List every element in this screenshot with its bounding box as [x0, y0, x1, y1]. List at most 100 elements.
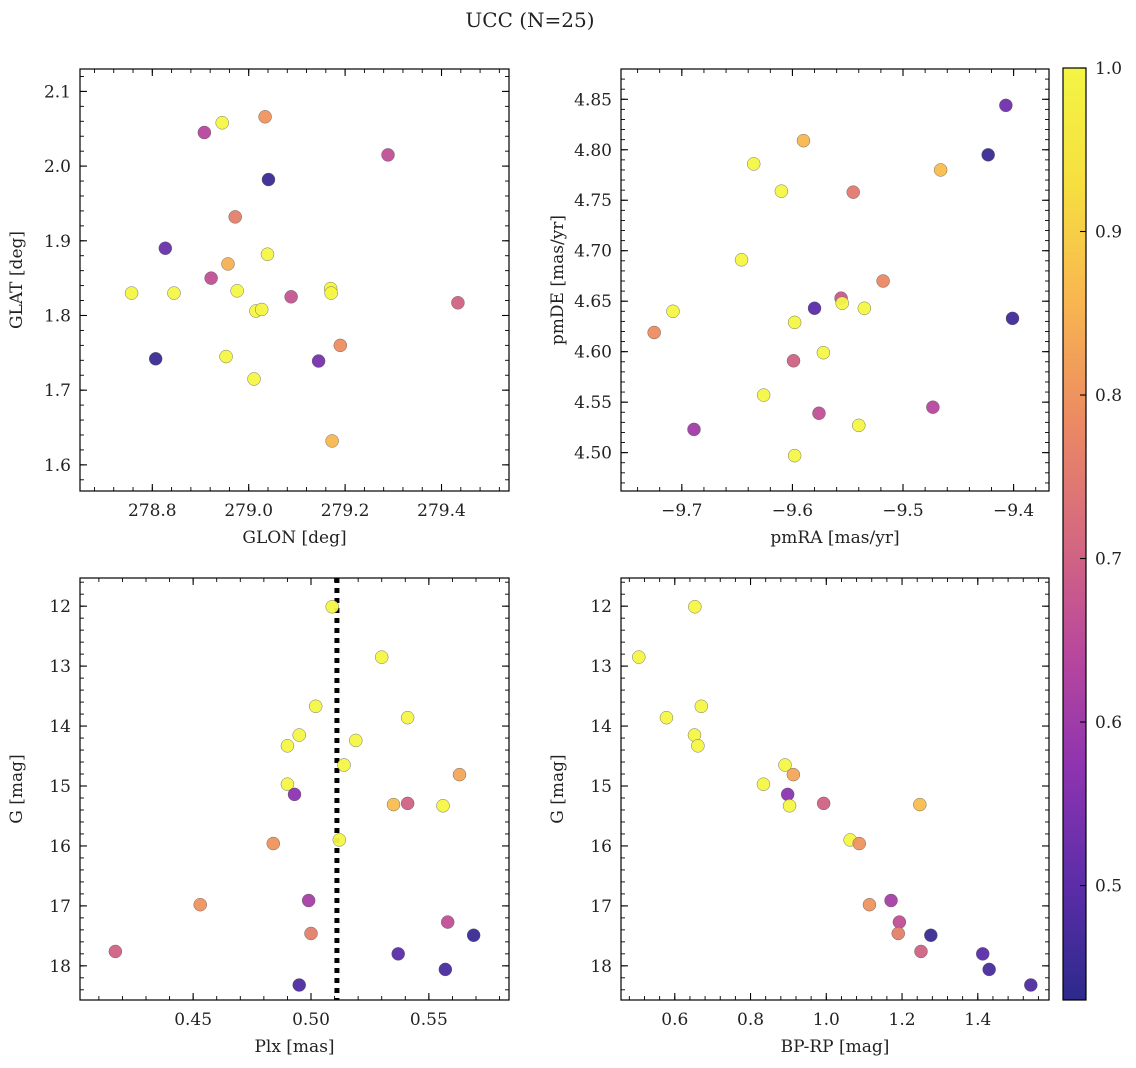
- data-point: [787, 315, 802, 330]
- x-axis-label: pmRA [mas/yr]: [770, 528, 899, 548]
- data-point: [807, 301, 822, 315]
- data-point: [400, 710, 415, 725]
- data-point: [914, 944, 928, 959]
- panel-glon-glat: 278.8 279.0 279.2 279.4 1.6 1.7 1.8 1.9 2.0 2.1 GL…: [7, 68, 510, 548]
- y-tick-label: 12: [49, 597, 71, 617]
- x-tick-label: 0.50: [292, 1010, 330, 1030]
- data-point: [782, 799, 797, 813]
- data-point: [891, 926, 905, 941]
- y-tick-label: 1.8: [44, 306, 71, 326]
- data-point: [400, 796, 415, 811]
- data-point: [325, 434, 339, 448]
- data-point: [892, 915, 907, 929]
- data-point: [924, 928, 938, 942]
- data-point: [255, 302, 269, 317]
- data-point: [982, 962, 996, 977]
- data-point: [796, 133, 811, 148]
- y-tick-label: 16: [590, 837, 612, 857]
- data-point: [292, 728, 306, 742]
- x-axis-label: BP-RP [mag]: [781, 1037, 890, 1057]
- data-point: [852, 418, 866, 433]
- data-point: [756, 777, 771, 791]
- data-point: [756, 388, 771, 402]
- data-point: [124, 286, 139, 300]
- y-axis-label: GLAT [deg]: [7, 231, 27, 329]
- x-tick-label: 279.4: [417, 501, 466, 521]
- data-point: [266, 836, 280, 851]
- data-point: [926, 400, 940, 414]
- colorbar-tick-label: 0.9: [1095, 223, 1122, 243]
- data-point: [193, 897, 207, 912]
- x-tick-label: −9.4: [993, 501, 1034, 521]
- data-point: [301, 893, 316, 908]
- data-point: [324, 286, 338, 300]
- data-point: [304, 926, 318, 941]
- data-point: [747, 157, 761, 171]
- y-tick-label: 4.75: [574, 191, 612, 211]
- data-point: [659, 710, 674, 725]
- data-point: [647, 325, 661, 340]
- data-point: [391, 947, 405, 961]
- data-point: [197, 125, 212, 140]
- y-tick-label: 4.60: [574, 343, 612, 363]
- data-point: [812, 406, 826, 420]
- data-point: [158, 241, 173, 255]
- data-point: [852, 836, 866, 851]
- x-tick-label: −9.5: [882, 501, 923, 521]
- data-point: [452, 767, 467, 782]
- data-point: [976, 947, 990, 961]
- data-point: [786, 767, 801, 782]
- data-point: [436, 799, 450, 813]
- axes-frame: [620, 68, 1050, 492]
- data-point: [816, 345, 831, 360]
- x-tick-label: −9.6: [772, 501, 813, 521]
- scatter-panels: 278.8 279.0 279.2 279.4 1.6 1.7 1.8 1.9 2.0 2.1 GL…: [7, 68, 1050, 1057]
- data-point: [816, 796, 831, 811]
- colorbar-frame: [1062, 67, 1087, 1001]
- data-point: [386, 797, 401, 812]
- axes-frame: [79, 577, 510, 1001]
- colorbar-gradient: [1063, 68, 1086, 1000]
- data-point: [375, 650, 389, 664]
- y-tick-label: 1.9: [44, 232, 71, 252]
- data-point: [167, 286, 181, 300]
- figure-title: UCC (N=25): [465, 8, 594, 32]
- data-point: [309, 699, 323, 713]
- y-tick-label: 2.0: [44, 157, 71, 177]
- data-point: [333, 338, 347, 353]
- x-tick-label: 0.45: [174, 1010, 212, 1030]
- data-point: [1024, 978, 1038, 992]
- data-point: [451, 296, 465, 310]
- data-point: [148, 352, 163, 366]
- data-point: [230, 284, 244, 298]
- data-point: [688, 600, 702, 614]
- data-point: [884, 893, 898, 908]
- y-tick-label: 15: [49, 777, 71, 797]
- data-point: [284, 290, 298, 304]
- data-point: [349, 733, 363, 748]
- data-point: [774, 184, 789, 198]
- data-point: [687, 422, 701, 437]
- data-point: [786, 354, 801, 368]
- data-point: [228, 210, 242, 224]
- x-tick-label: 0.8: [737, 1010, 764, 1030]
- x-tick-label: −9.7: [661, 501, 702, 521]
- x-tick-label: 1.4: [964, 1010, 991, 1030]
- y-tick-label: 13: [49, 657, 71, 677]
- colorbar-tick-label: 0.8: [1095, 386, 1122, 406]
- y-axis-label: G [mag]: [7, 754, 27, 823]
- y-tick-label: 16: [49, 837, 71, 857]
- x-tick-label: 0.6: [661, 1010, 688, 1030]
- y-tick-label: 14: [590, 717, 612, 737]
- axes-frame: [79, 68, 510, 492]
- data-point: [876, 274, 890, 288]
- data-point: [260, 247, 275, 261]
- y-tick-label: 13: [590, 657, 612, 677]
- data-point: [441, 915, 455, 929]
- colorbar-tick-label: 0.7: [1095, 550, 1122, 570]
- y-tick-label: 14: [49, 717, 71, 737]
- y-tick-label: 1.6: [44, 456, 71, 476]
- panel-plx-g: 0.45 0.50 0.55 12 13 14 15 16 17 18 Plx [mas] G [ma…: [7, 577, 510, 1057]
- data-point: [215, 116, 229, 130]
